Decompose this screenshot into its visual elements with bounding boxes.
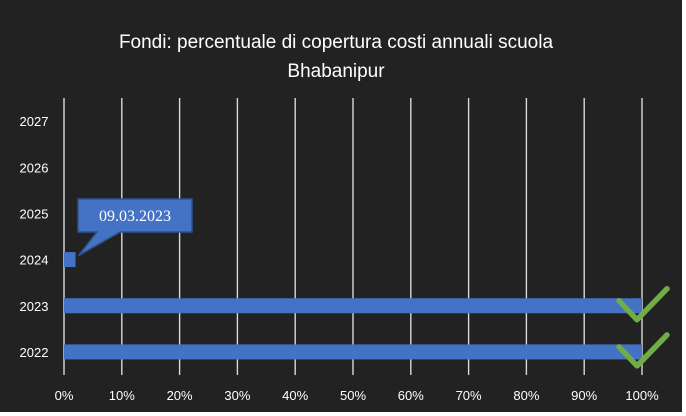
x-tick-label: 70% bbox=[456, 388, 482, 403]
chart-title-line-2: Bhabanipur bbox=[287, 61, 385, 82]
gridlines bbox=[63, 98, 643, 375]
x-tick-label: 50% bbox=[340, 388, 366, 403]
callout-box bbox=[77, 198, 193, 257]
bar bbox=[64, 252, 76, 268]
y-tick-label: 2023 bbox=[20, 299, 49, 314]
x-tick-label: 20% bbox=[167, 388, 193, 403]
x-tick-label: 30% bbox=[224, 388, 250, 403]
x-tick-label: 10% bbox=[109, 388, 135, 403]
x-axis-labels: 0% 10% 20% 30% 40% 50% 60% 70% 80% 90% 100% bbox=[55, 388, 659, 403]
y-tick-label: 2026 bbox=[20, 160, 49, 175]
x-tick-label: 60% bbox=[398, 388, 424, 403]
y-tick-label: 2022 bbox=[20, 345, 49, 360]
check-marks bbox=[616, 286, 670, 369]
date-callout: 09.03.2023 bbox=[77, 198, 193, 257]
y-tick-label: 2027 bbox=[20, 114, 49, 129]
y-tick-label: 2024 bbox=[20, 253, 49, 268]
y-tick-label: 2025 bbox=[20, 206, 49, 221]
bar bbox=[64, 298, 642, 314]
x-tick-label: 90% bbox=[571, 388, 597, 403]
x-tick-label: 40% bbox=[282, 388, 308, 403]
check-mark-icon bbox=[616, 286, 670, 323]
y-axis-labels: 2022 2023 2024 2025 2026 2027 bbox=[20, 114, 49, 360]
x-tick-label: 100% bbox=[625, 388, 659, 403]
chart-title-line-1: Fondi: percentuale di copertura costi an… bbox=[119, 32, 554, 53]
bars bbox=[64, 252, 642, 360]
x-tick-label: 0% bbox=[55, 388, 74, 403]
callout-label: 09.03.2023 bbox=[99, 208, 171, 225]
check-mark-icon bbox=[616, 332, 670, 369]
x-tick-label: 80% bbox=[513, 388, 539, 403]
bar bbox=[64, 344, 642, 360]
